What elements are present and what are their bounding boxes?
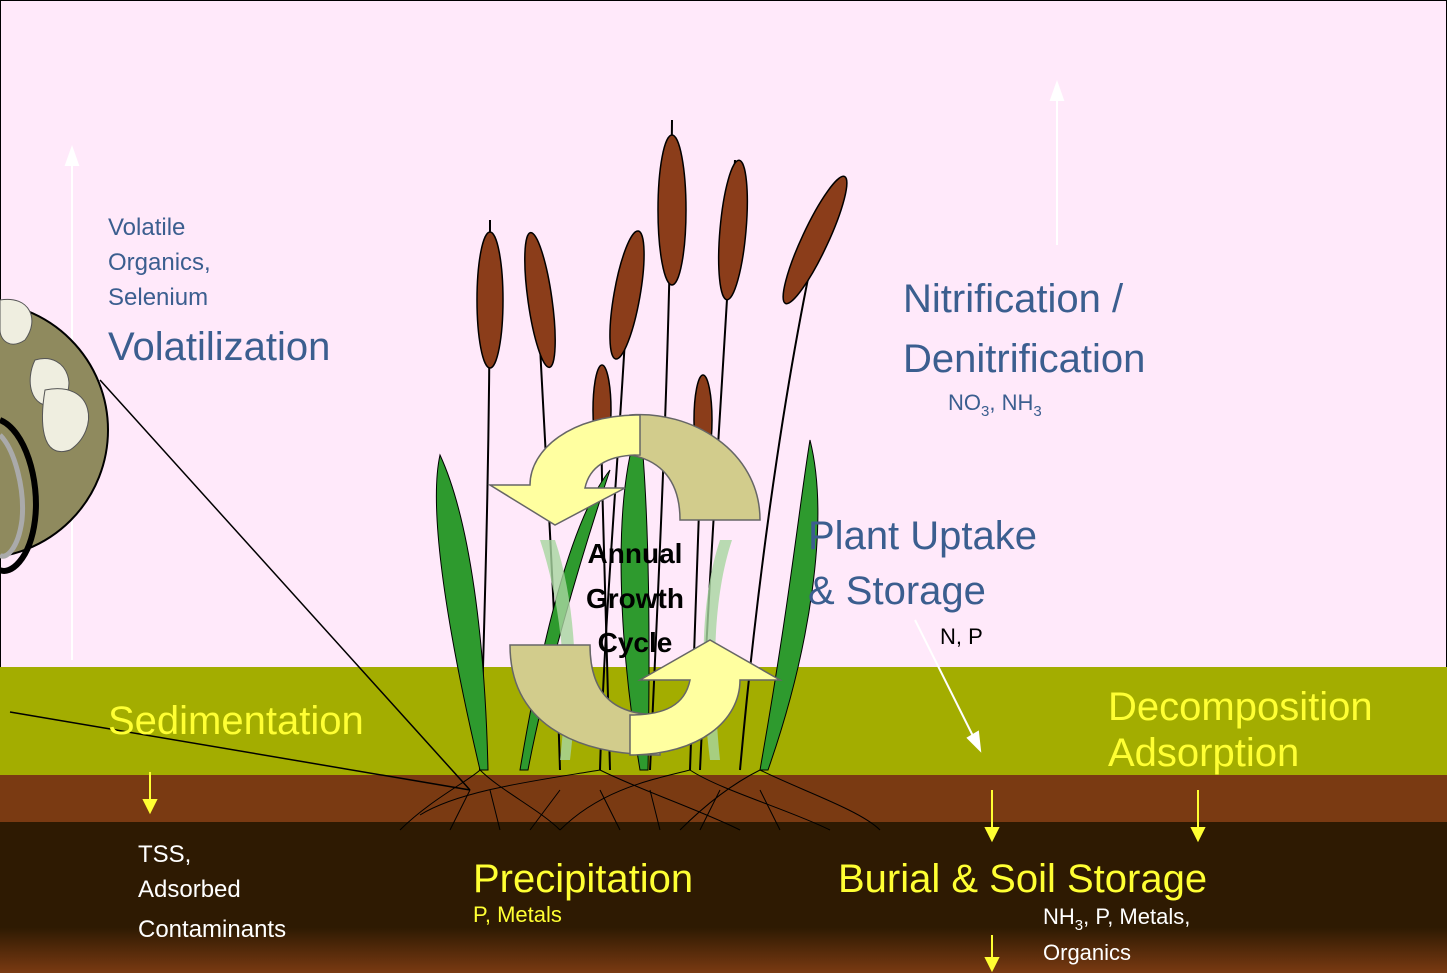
downward-arrows <box>142 772 1206 973</box>
species: Organics <box>1043 940 1131 965</box>
cycle-label: Annual Growth Cycle <box>586 538 684 658</box>
process-title: Adsorption <box>1108 731 1299 775</box>
process-title: Precipitation <box>473 857 693 901</box>
species: NO3, NH3 <box>948 390 1042 420</box>
label: Selenium <box>108 284 208 311</box>
label: Volatile <box>108 214 185 241</box>
sediment-layer <box>0 775 1447 822</box>
label: Organics, <box>108 249 211 276</box>
label: Growth <box>586 583 684 614</box>
process-title: Sedimentation <box>108 699 364 743</box>
magnified-view <box>0 298 471 791</box>
process-title: Plant Uptake <box>808 514 1037 558</box>
process-title: Burial & Soil Storage <box>838 857 1207 901</box>
species: N, P <box>940 624 983 649</box>
volatilization-species: Volatile Organics, Selenium <box>108 214 211 311</box>
species: NH3, P, Metals, <box>1043 904 1190 934</box>
label: Contaminants <box>138 916 286 943</box>
species: P, Metals <box>473 902 562 927</box>
process-title: Nitrification / <box>903 277 1124 321</box>
process-title: Volatilization <box>108 325 330 369</box>
process-title: Denitrification <box>903 337 1145 381</box>
cycle-arrows <box>487 413 783 756</box>
soil-layer <box>0 822 1447 973</box>
sedimentation-species: TSS, Adsorbed Contaminants <box>138 841 286 943</box>
label: Annual <box>588 538 683 569</box>
process-title: Decomposition <box>1108 685 1373 729</box>
process-title: & Storage <box>808 569 986 613</box>
label: Cycle <box>598 627 673 658</box>
label: TSS, <box>138 841 191 868</box>
label: Adsorbed <box>138 876 241 903</box>
